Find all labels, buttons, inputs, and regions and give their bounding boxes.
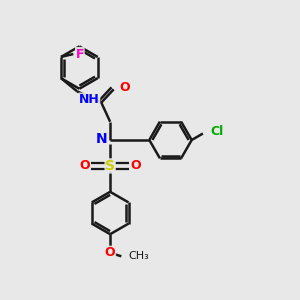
Text: NH: NH (79, 93, 100, 106)
Text: S: S (105, 159, 115, 173)
Text: O: O (119, 81, 130, 94)
Text: CH₃: CH₃ (128, 251, 149, 261)
Text: O: O (105, 246, 116, 259)
Text: Cl: Cl (210, 125, 223, 138)
Text: F: F (76, 47, 84, 61)
Text: O: O (79, 159, 90, 172)
Text: O: O (130, 159, 141, 172)
Text: N: N (96, 131, 108, 146)
